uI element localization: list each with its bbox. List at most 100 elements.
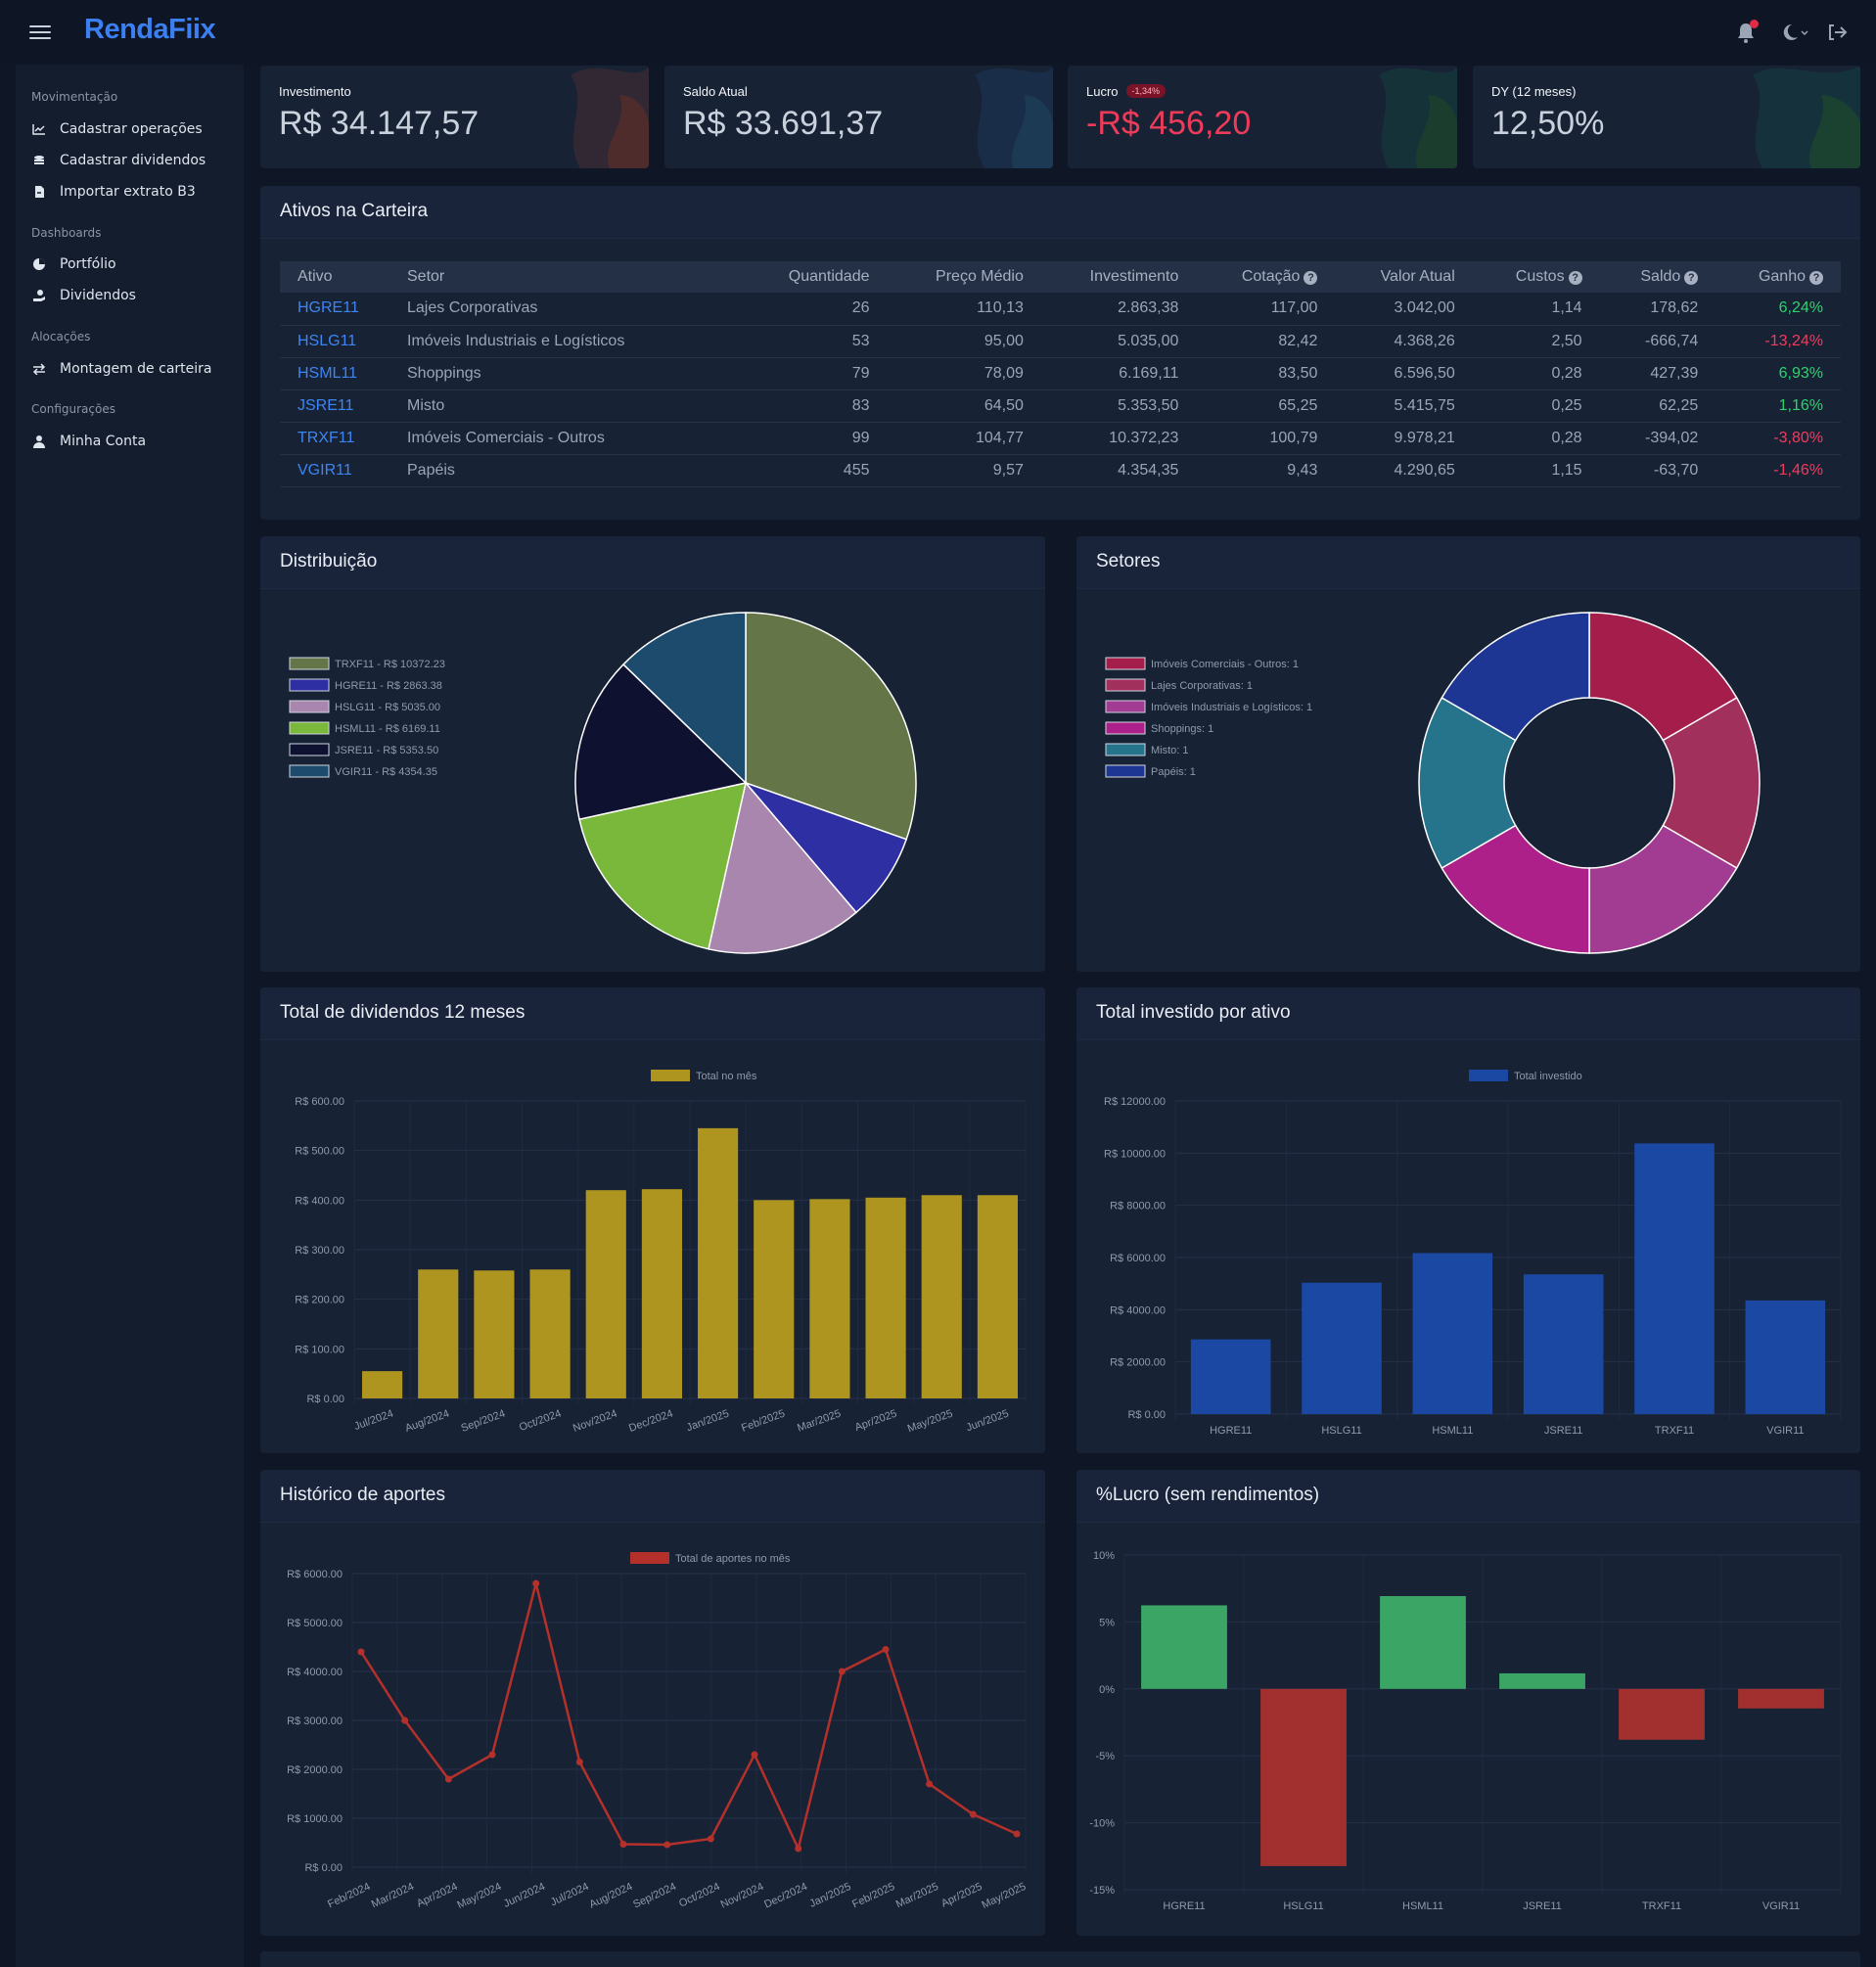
- legend-swatch: [1469, 1070, 1508, 1081]
- legend-swatch: [289, 743, 330, 756]
- cell-setor: Lajes Corporativas: [389, 293, 742, 326]
- y-tick-label: R$ 6000.00: [1110, 1253, 1166, 1264]
- pie-slice: [578, 782, 747, 950]
- x-tick-label: Sep/2024: [631, 1881, 678, 1911]
- y-tick-label: -5%: [1095, 1751, 1115, 1762]
- pie-slice: [574, 663, 748, 821]
- bell-icon[interactable]: [1733, 20, 1759, 45]
- legend-swatch: [289, 657, 330, 670]
- cell: 4.354,35: [1040, 454, 1197, 487]
- cell: 83,50: [1196, 357, 1336, 390]
- ticker-link[interactable]: HSLG11: [280, 325, 389, 358]
- y-tick-label: R$ 300.00: [295, 1245, 344, 1257]
- ticker-link[interactable]: TRXF11: [280, 422, 389, 455]
- y-tick-label: R$ 4000.00: [287, 1667, 343, 1678]
- table-header-row: Ativo Setor Quantidade Preço Médio Inves…: [280, 261, 1841, 293]
- cell-setor: Imóveis Industriais e Logísticos: [389, 325, 742, 358]
- sidebar-item-cadastrar-dividendos[interactable]: Cadastrar dividendos: [31, 148, 206, 173]
- ticker-link[interactable]: JSRE11: [280, 389, 389, 423]
- data-point: [1013, 1830, 1021, 1838]
- cell: 2,50: [1472, 325, 1600, 358]
- cell: 10.372,23: [1040, 422, 1197, 455]
- col-cotacao[interactable]: Cotação?: [1196, 261, 1336, 293]
- pie-slice: [1441, 612, 1590, 742]
- x-tick-label: Jun/2025: [965, 1408, 1011, 1435]
- x-tick-label: May/2025: [980, 1881, 1028, 1911]
- col-setor[interactable]: Setor: [389, 261, 742, 293]
- bar: [362, 1371, 403, 1398]
- x-tick-label: HSLG11: [1321, 1425, 1361, 1437]
- logout-icon[interactable]: [1824, 20, 1850, 45]
- sidebar-item-dividendos[interactable]: Dividendos: [31, 283, 136, 308]
- data-point: [838, 1668, 846, 1675]
- chart-card-distribuicao: Distribuição TRXF11 - R$ 10372.23 HGRE11 …: [260, 536, 1045, 972]
- sidebar-item-montagem-carteira[interactable]: Montagem de carteira: [31, 356, 211, 382]
- chart-card-investido: Total investido por ativo R$ 0.00 R$ 2000…: [1076, 987, 1860, 1453]
- ticker-link[interactable]: VGIR11: [280, 454, 389, 487]
- data-point: [575, 1759, 583, 1765]
- col-investimento[interactable]: Investimento: [1040, 261, 1197, 293]
- cell: 78,09: [887, 357, 1041, 390]
- ticker-link[interactable]: HSML11: [280, 357, 389, 390]
- help-icon[interactable]: ?: [1304, 271, 1318, 285]
- data-point: [357, 1648, 365, 1656]
- x-tick-label: HSML11: [1402, 1900, 1443, 1912]
- stat-label: Investimento: [279, 84, 351, 99]
- cell: 0,25: [1472, 389, 1600, 423]
- table-row: HGRE11 Lajes Corporativas 26 110,13 2.863,38…: [280, 293, 1841, 326]
- help-icon[interactable]: ?: [1809, 271, 1823, 285]
- y-tick-label: 0%: [1099, 1684, 1115, 1696]
- bar: [921, 1195, 962, 1398]
- col-ativo[interactable]: Ativo: [280, 261, 389, 293]
- card-title: Total de dividendos 12 meses: [280, 1002, 526, 1023]
- sidebar-item-portfolio[interactable]: Portfólio: [31, 252, 116, 277]
- col-custos[interactable]: Custos?: [1472, 261, 1600, 293]
- legend-label: TRXF11 - R$ 10372.23: [335, 659, 445, 670]
- col-saldo[interactable]: Saldo?: [1599, 261, 1716, 293]
- hamburger-menu-icon[interactable]: [29, 25, 51, 41]
- cell: -63,70: [1599, 454, 1716, 487]
- ticker-link[interactable]: HGRE11: [280, 293, 389, 326]
- card-title: Total investido por ativo: [1096, 1002, 1291, 1023]
- x-tick-label: Nov/2024: [719, 1881, 766, 1911]
- cell: -394,02: [1599, 422, 1716, 455]
- cell: 64,50: [887, 389, 1041, 423]
- cell: 178,62: [1599, 293, 1716, 326]
- x-tick-label: Jan/2025: [685, 1408, 731, 1435]
- pie-slice: [1662, 696, 1761, 870]
- data-point: [751, 1751, 758, 1759]
- aportes-line-chart: R$ 0.00 R$ 1000.00 R$ 2000.00 R$ 3000.00 R$ …: [287, 1552, 1028, 1911]
- col-quantidade[interactable]: Quantidade: [742, 261, 888, 293]
- legend-swatch: [1105, 764, 1146, 778]
- sidebar-item-minha-conta[interactable]: Minha Conta: [31, 429, 146, 454]
- col-valor-atual[interactable]: Valor Atual: [1335, 261, 1473, 293]
- theme-toggle-moon-icon[interactable]: [1776, 20, 1809, 45]
- cell-ganho: -3,80%: [1716, 422, 1841, 455]
- col-label: Custos: [1515, 268, 1565, 285]
- card-header: Total investido por ativo: [1076, 987, 1860, 1040]
- stat-card-saldo-atual: Saldo Atual R$ 33.691,37: [664, 66, 1053, 168]
- y-tick-label: 5%: [1099, 1617, 1115, 1628]
- data-point: [882, 1646, 890, 1653]
- legend-label: Misto: 1: [1151, 745, 1189, 756]
- x-tick-label: JSRE11: [1544, 1425, 1583, 1437]
- y-tick-label: -15%: [1089, 1885, 1115, 1897]
- lucro-bar-chart: -15% -10% -5% 0% 5% 10% HGRE11 HSLG11 HSML11 JSRE…: [1089, 1550, 1842, 1912]
- sidebar-item-cadastrar-operacoes[interactable]: Cadastrar operações: [31, 116, 203, 142]
- bar: [1260, 1688, 1347, 1866]
- cell: -666,74: [1599, 325, 1716, 358]
- help-icon[interactable]: ?: [1684, 271, 1699, 285]
- investido-bar-chart: R$ 0.00 R$ 2000.00 R$ 4000.00 R$ 6000.00 R$ …: [1104, 1070, 1842, 1437]
- brand-logo[interactable]: RendaFiix: [84, 14, 216, 45]
- bar: [977, 1195, 1018, 1398]
- sidebar-item-importar-extrato[interactable]: Importar extrato B3: [31, 179, 196, 205]
- col-ganho[interactable]: Ganho?: [1716, 261, 1841, 293]
- help-icon[interactable]: ?: [1568, 271, 1582, 285]
- col-preco-medio[interactable]: Preço Médio: [887, 261, 1041, 293]
- cell: 1,14: [1472, 293, 1600, 326]
- distribuicao-pie-chart: TRXF11 - R$ 10372.23 HGRE11 - R$ 2863.38 H…: [289, 612, 917, 954]
- data-point: [795, 1845, 802, 1853]
- legend-label: Imóveis Industriais e Logísticos: 1: [1151, 702, 1312, 713]
- legend-label: VGIR11 - R$ 4354.35: [335, 766, 437, 778]
- bar: [529, 1269, 571, 1398]
